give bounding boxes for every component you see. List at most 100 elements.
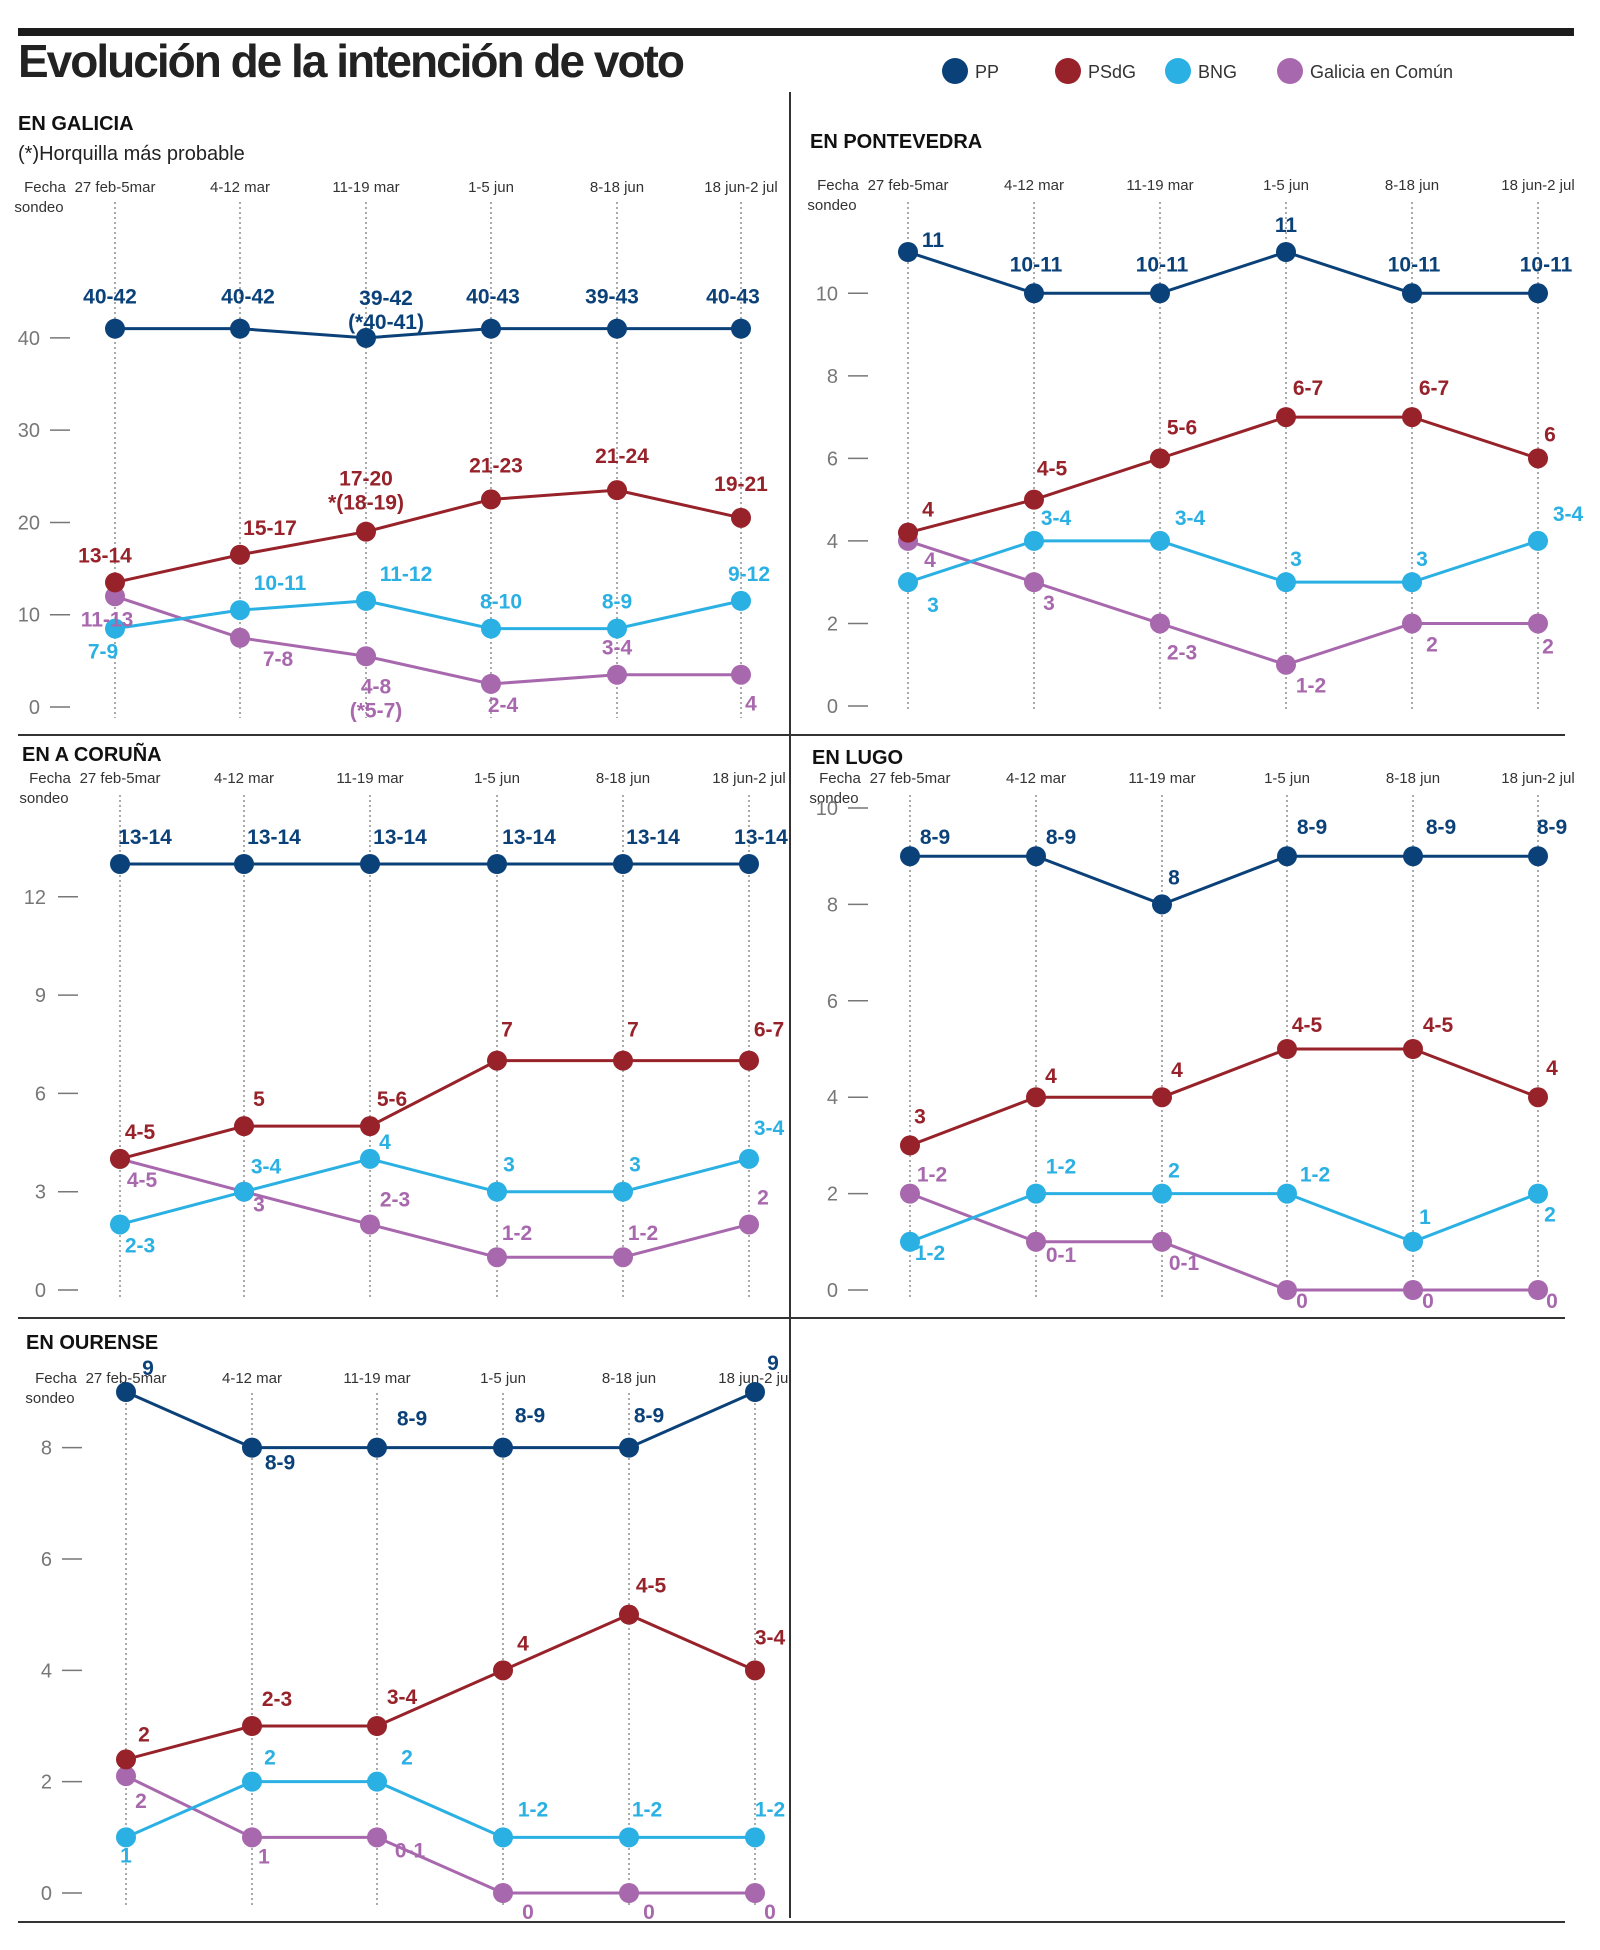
data-label-psdg: 4 — [1171, 1059, 1183, 1082]
data-label-galicia-en-comun: 2-4 — [488, 694, 519, 717]
y-tick-label: 2 — [827, 613, 838, 635]
data-label-pp: 13-14 — [247, 826, 301, 849]
data-label-bng: 7-9 — [88, 641, 118, 664]
y-tick-label: 9 — [35, 985, 46, 1007]
data-label-galicia-en-comun: 2-3 — [380, 1188, 410, 1211]
data-point-galicia-en-comun — [116, 1766, 136, 1787]
data-label-psdg: 3-4 — [755, 1626, 786, 1649]
data-label-bng: 10-11 — [254, 572, 307, 595]
date-label: 4-12 mar — [210, 179, 270, 196]
data-point-psdg — [356, 521, 376, 542]
data-label-psdg: 21-24 — [595, 445, 649, 468]
y-tick-label: 6 — [35, 1083, 46, 1105]
data-point-psdg — [367, 1716, 387, 1736]
y-tick-label: 20 — [18, 512, 40, 534]
data-label-galicia-en-comun: 0-1 — [1169, 1252, 1200, 1275]
series-pp — [110, 854, 759, 874]
data-point-galicia-en-comun — [1528, 613, 1548, 634]
data-point-bng — [481, 618, 501, 639]
data-point-psdg — [1024, 489, 1044, 510]
data-label-galicia-en-comun: 4-5 — [127, 1169, 158, 1192]
series-line-galicia-en-comun — [909, 1192, 1538, 1292]
date-label: 27 feb-5mar — [870, 770, 951, 787]
data-point-bng — [116, 1827, 136, 1848]
data-label-pp: 39-42 (*40-41) — [348, 287, 424, 334]
data-label-bng: 8-9 — [602, 591, 632, 614]
data-point-pp — [1150, 283, 1170, 304]
data-label-pp: 8 — [1168, 866, 1180, 889]
data-label-bng: 2 — [264, 1747, 276, 1770]
data-point-psdg — [234, 1116, 254, 1137]
data-point-pp — [360, 854, 380, 874]
data-label-pp: 11 — [922, 229, 945, 252]
y-tick-label: 2 — [827, 1184, 838, 1206]
data-label-pp: 13-14 — [502, 826, 556, 849]
data-point-bng — [731, 590, 751, 611]
data-point-pp — [234, 854, 254, 874]
data-point-psdg — [1152, 1087, 1172, 1108]
data-point-bng — [1150, 530, 1170, 551]
date-label: 8-18 jun — [602, 1370, 656, 1387]
data-point-pp — [1276, 242, 1296, 262]
data-label-pp: 10-11 — [1388, 253, 1441, 276]
data-label-psdg: 5-6 — [377, 1088, 407, 1111]
data-label-psdg: 3-4 — [387, 1686, 418, 1709]
date-header: Fecha sondeo — [14, 179, 66, 216]
data-point-pp — [1402, 283, 1422, 304]
legend-swatch-bng — [1165, 58, 1191, 84]
data-label-pp: 8-9 — [515, 1405, 545, 1428]
data-label-psdg: 6 — [1544, 423, 1556, 446]
panel-title: EN PONTEVEDRA — [810, 131, 982, 153]
series-galicia-en-comun — [116, 1766, 765, 1903]
data-label-bng: 3 — [1416, 548, 1428, 571]
date-label: 1-5 jun — [474, 770, 520, 787]
data-point-bng — [356, 590, 376, 611]
date-label: 8-18 jun — [596, 770, 650, 787]
series-galicia-en-comun — [900, 1183, 1548, 1300]
data-label-galicia-en-comun: 1-2 — [628, 1222, 658, 1245]
data-point-pp — [493, 1437, 513, 1458]
series-line-galicia-en-comun — [125, 1774, 755, 1895]
data-point-galicia-en-comun — [230, 627, 250, 648]
series-line-bng — [125, 1780, 755, 1839]
date-label: 1-5 jun — [480, 1370, 526, 1387]
data-point-galicia-en-comun — [900, 1183, 920, 1204]
legend-label-psdg: PSdG — [1088, 62, 1136, 82]
series-line-pp — [907, 250, 1538, 295]
date-label: 11-19 mar — [336, 770, 403, 787]
data-label-pp: 9 — [142, 1357, 154, 1380]
series-line-psdg — [125, 1613, 756, 1761]
data-point-psdg — [230, 544, 250, 565]
data-point-galicia-en-comun — [1528, 1280, 1548, 1300]
data-point-pp — [745, 1382, 765, 1402]
data-label-bng: 11-12 — [380, 563, 433, 586]
series-pp — [900, 846, 1548, 915]
data-label-pp: 39-43 — [585, 286, 639, 309]
date-label: 1-5 jun — [1264, 770, 1310, 787]
data-point-bng — [739, 1148, 759, 1169]
data-label-galicia-en-comun: 2 — [757, 1186, 769, 1209]
series-line-pp — [910, 854, 1538, 907]
series-line-galicia-en-comun — [907, 539, 1538, 667]
data-point-pp — [1528, 846, 1548, 867]
data-label-psdg: 7 — [627, 1019, 639, 1042]
data-label-psdg: 21-23 — [469, 454, 523, 477]
data-label-pp: 8-9 — [920, 826, 950, 849]
y-tick-label: 12 — [24, 887, 46, 909]
data-label-psdg: 5 — [253, 1088, 265, 1111]
data-label-psdg: 4 — [517, 1632, 529, 1655]
data-label-pp: 13-14 — [118, 826, 172, 849]
data-point-psdg — [242, 1716, 262, 1736]
panel-title: EN OURENSE — [26, 1332, 158, 1354]
data-point-pp — [739, 854, 759, 874]
series-psdg — [900, 1039, 1548, 1156]
series-line-bng — [114, 599, 742, 631]
data-point-galicia-en-comun — [1277, 1280, 1297, 1300]
data-point-galicia-en-comun — [1026, 1231, 1046, 1252]
series-line-pp — [125, 1390, 756, 1450]
data-point-pp — [1152, 894, 1172, 915]
series-line-bng — [907, 539, 1539, 584]
data-label-bng: 1-2 — [1300, 1164, 1330, 1187]
data-label-psdg: 13-14 — [78, 544, 132, 567]
